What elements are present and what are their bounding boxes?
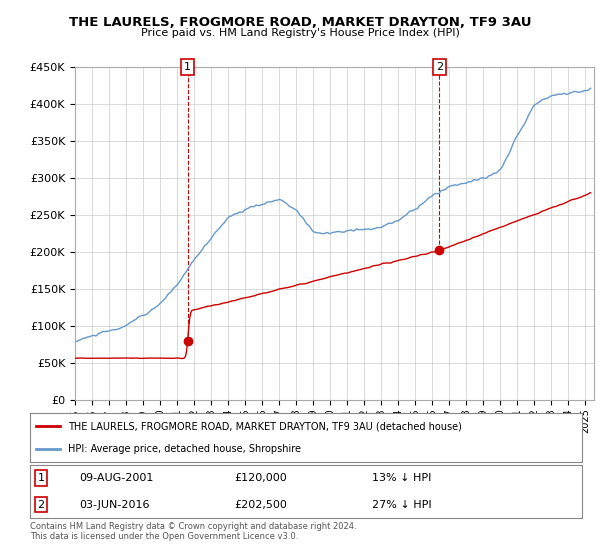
Text: Contains HM Land Registry data © Crown copyright and database right 2024.
This d: Contains HM Land Registry data © Crown c… bbox=[30, 522, 356, 542]
Text: 09-AUG-2001: 09-AUG-2001 bbox=[80, 473, 154, 483]
Text: THE LAURELS, FROGMORE ROAD, MARKET DRAYTON, TF9 3AU: THE LAURELS, FROGMORE ROAD, MARKET DRAYT… bbox=[69, 16, 531, 29]
Text: 1: 1 bbox=[184, 62, 191, 72]
Text: 03-JUN-2016: 03-JUN-2016 bbox=[80, 500, 150, 510]
Text: £202,500: £202,500 bbox=[234, 500, 287, 510]
Text: £120,000: £120,000 bbox=[234, 473, 287, 483]
Text: 2: 2 bbox=[436, 62, 443, 72]
Text: 27% ↓ HPI: 27% ↓ HPI bbox=[372, 500, 432, 510]
Text: HPI: Average price, detached house, Shropshire: HPI: Average price, detached house, Shro… bbox=[68, 444, 301, 454]
Text: 13% ↓ HPI: 13% ↓ HPI bbox=[372, 473, 431, 483]
Text: THE LAURELS, FROGMORE ROAD, MARKET DRAYTON, TF9 3AU (detached house): THE LAURELS, FROGMORE ROAD, MARKET DRAYT… bbox=[68, 421, 461, 431]
Text: Price paid vs. HM Land Registry's House Price Index (HPI): Price paid vs. HM Land Registry's House … bbox=[140, 28, 460, 38]
Text: 1: 1 bbox=[38, 473, 44, 483]
Text: 2: 2 bbox=[37, 500, 44, 510]
